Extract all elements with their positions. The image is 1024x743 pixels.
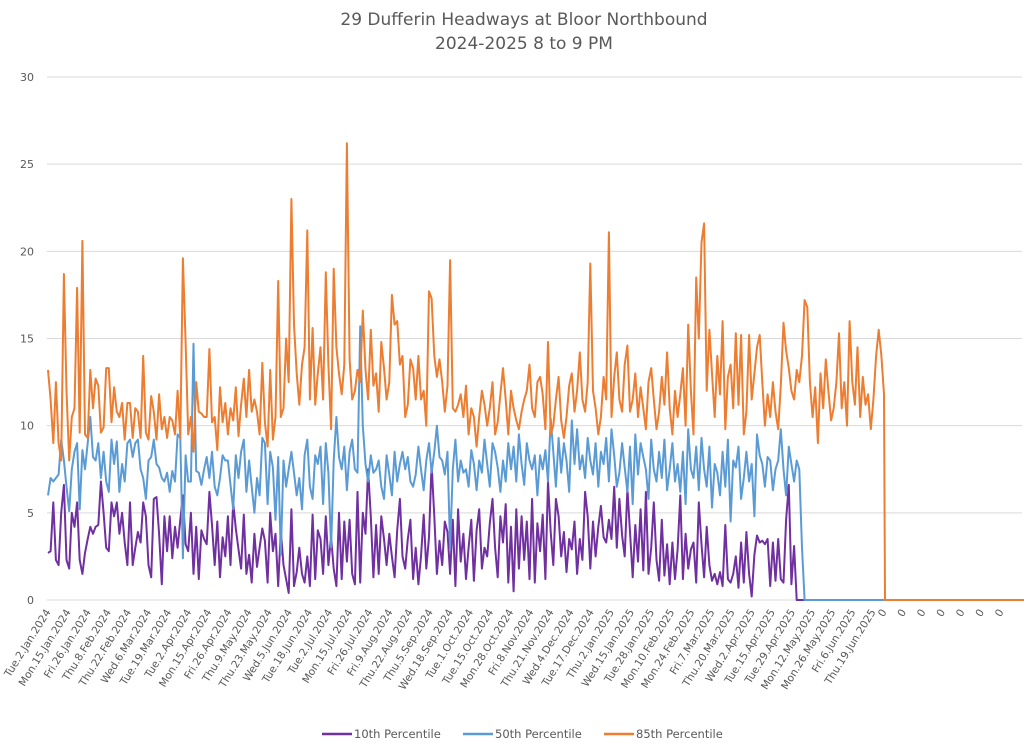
legend: 10th Percentile 50th Percentile 85th Perce… [322, 727, 723, 741]
chart-title: 29 Dufferin Headways at Bloor Northbound [340, 10, 707, 30]
y-tick-label: 20 [20, 245, 34, 258]
series-line-2 [47, 325, 1024, 601]
y-axis-tick-labels: 0 5 10 15 20 25 30 [20, 71, 34, 607]
y-tick-label: 0 [27, 594, 34, 607]
gridlines [47, 76, 1022, 601]
legend-item: 85th Percentile [604, 727, 723, 741]
x-axis-tick-labels: Tue.2.Jan.2024Mon.15.Jan.2024Fri.26.Jan.… [2, 607, 1007, 692]
x-tick-label: 0 [895, 607, 909, 619]
legend-item: 50th Percentile [463, 727, 582, 741]
series-line-1 [47, 463, 1022, 601]
legend-label: 85th Percentile [636, 727, 723, 741]
legend-item: 10th Percentile [322, 727, 441, 741]
chart-subtitle: 2024-2025 8 to 9 PM [435, 34, 613, 54]
legend-label: 50th Percentile [495, 727, 582, 741]
y-tick-label: 15 [20, 333, 34, 346]
x-tick-label: 0 [993, 607, 1007, 619]
x-tick-label: 0 [876, 607, 890, 619]
series-line-3 [47, 142, 1024, 601]
legend-label: 10th Percentile [354, 727, 441, 741]
x-tick-label: 0 [954, 607, 968, 619]
x-tick-label: 0 [915, 607, 929, 619]
x-tick-label: 0 [973, 607, 987, 619]
x-tick-label: 0 [934, 607, 948, 619]
series-lines [47, 142, 1024, 601]
y-tick-label: 5 [27, 507, 34, 520]
y-tick-label: 30 [20, 71, 34, 84]
y-tick-label: 10 [20, 420, 34, 433]
y-tick-label: 25 [20, 158, 34, 171]
